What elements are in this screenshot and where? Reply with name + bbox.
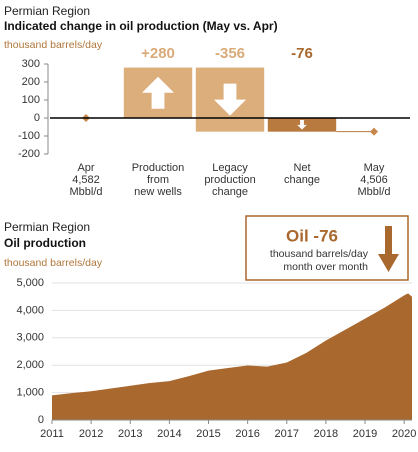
x-tick-label: 2016 — [235, 428, 259, 440]
x-tick-label: Apr — [77, 162, 94, 174]
x-tick-label: change — [284, 174, 320, 186]
y-tick-label: 4,000 — [16, 304, 44, 316]
x-tick-label: from — [147, 174, 169, 186]
x-tick-label: 2014 — [157, 428, 181, 440]
data-label: -356 — [215, 45, 245, 62]
x-tick-label: May — [364, 162, 385, 174]
x-tick-label: Mbbl/d — [69, 186, 102, 198]
y-tick-label: 300 — [22, 58, 40, 70]
arrow-icon — [297, 120, 307, 130]
x-tick-label: change — [212, 186, 248, 198]
x-tick-label: Net — [293, 162, 310, 174]
y-tick-label: 200 — [22, 76, 40, 88]
annotation-box — [245, 215, 409, 281]
chart-subtitle: Indicated change in oil production (May … — [4, 19, 278, 33]
x-tick-label: new wells — [134, 186, 182, 198]
y-tick-label: 100 — [22, 94, 40, 106]
chart-title: Permian Region — [4, 220, 90, 234]
x-tick-label: Legacy — [212, 162, 248, 174]
x-tick-label: 2018 — [314, 428, 338, 440]
annotation-text: month over month — [283, 261, 368, 273]
chart-subtitle: Oil production — [4, 236, 86, 250]
arrow-icon — [378, 226, 399, 272]
y-tick-label: 5,000 — [16, 277, 44, 289]
x-tick-label: 4,506 — [360, 174, 388, 186]
data-label: -76 — [291, 45, 313, 62]
y-tick-label: 2,000 — [16, 359, 44, 371]
x-tick-label: Mbbl/d — [357, 186, 390, 198]
x-tick-label: 2013 — [118, 428, 142, 440]
x-tick-label: 2020 — [392, 428, 416, 440]
data-label: +280 — [141, 45, 175, 62]
y-tick-label: 0 — [38, 414, 44, 426]
x-tick-label: 4,582 — [72, 174, 100, 186]
x-tick-label: production — [204, 174, 255, 186]
y-tick-label: 3,000 — [16, 332, 44, 344]
x-tick-label: 2012 — [79, 428, 103, 440]
x-tick-label: 2019 — [353, 428, 377, 440]
y-tick-label: -100 — [18, 130, 40, 142]
y-tick-label: -200 — [18, 148, 40, 160]
annotation-title: Oil -76 — [286, 226, 338, 245]
x-tick-label: Production — [132, 162, 185, 174]
y-axis-label: thousand barrels/day — [4, 39, 103, 51]
arrow-icon — [214, 83, 246, 116]
arrow-icon — [142, 76, 174, 109]
x-tick-label: 2017 — [275, 428, 299, 440]
y-axis-label: thousand barrels/day — [4, 257, 103, 269]
marker — [370, 127, 378, 136]
y-tick-label: 0 — [34, 112, 40, 124]
x-tick-label: 2015 — [196, 428, 220, 440]
annotation-text: thousand barrels/day — [270, 248, 369, 260]
x-tick-label: 2011 — [40, 428, 64, 440]
chart-title: Permian Region — [4, 4, 90, 18]
area — [52, 293, 412, 420]
y-tick-label: 1,000 — [16, 387, 44, 399]
